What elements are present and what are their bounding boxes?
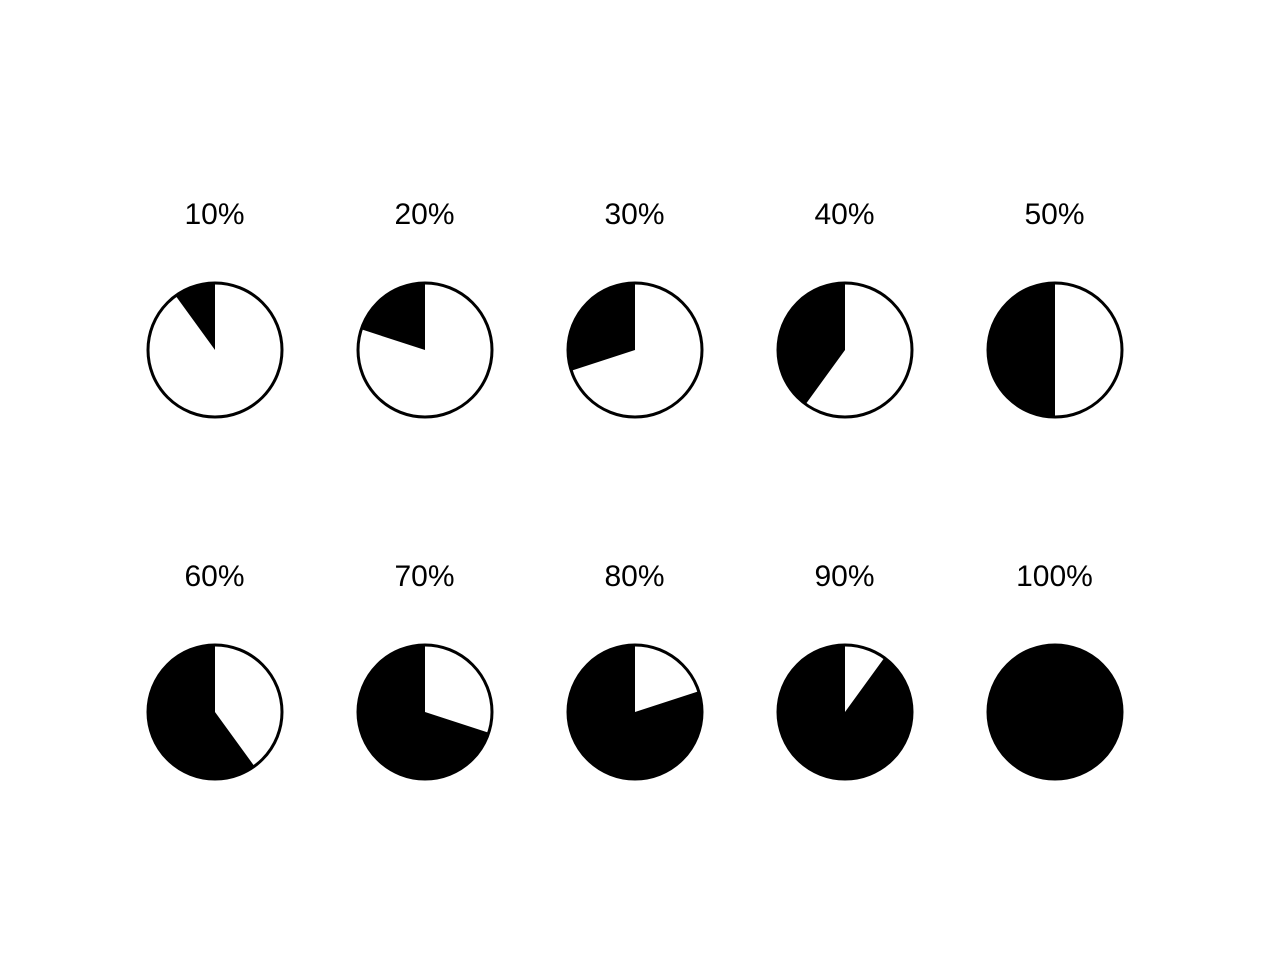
pie-chart-icon [565,280,705,420]
pie-cell-10: 10% [145,198,285,420]
pie-label: 50% [1024,198,1084,232]
pie-chart-icon [145,280,285,420]
pie-cell-30: 30% [565,198,705,420]
pie-chart-icon [565,642,705,782]
pie-label: 60% [184,560,244,594]
pie-chart-icon [775,280,915,420]
pie-label: 100% [1016,560,1093,594]
pie-label: 10% [184,198,244,232]
pie-cell-70: 70% [355,560,495,782]
pie-chart-icon [985,280,1125,420]
pie-cell-20: 20% [355,198,495,420]
pie-label: 90% [814,560,874,594]
pie-chart-icon [355,642,495,782]
pie-chart-icon [985,642,1125,782]
pie-chart-icon [145,642,285,782]
pie-cell-60: 60% [145,560,285,782]
pie-cell-90: 90% [775,560,915,782]
pie-chart-grid: 10% 20% 30% 40% 50% 60% 70% 80% 90% 100% [145,198,1125,782]
pie-chart-icon [775,642,915,782]
pie-chart-icon [355,280,495,420]
pie-label: 40% [814,198,874,232]
pie-label: 80% [604,560,664,594]
pie-cell-100: 100% [985,560,1125,782]
pie-cell-50: 50% [985,198,1125,420]
pie-label: 20% [394,198,454,232]
pie-cell-40: 40% [775,198,915,420]
pie-label: 30% [604,198,664,232]
pie-label: 70% [394,560,454,594]
pie-cell-80: 80% [565,560,705,782]
